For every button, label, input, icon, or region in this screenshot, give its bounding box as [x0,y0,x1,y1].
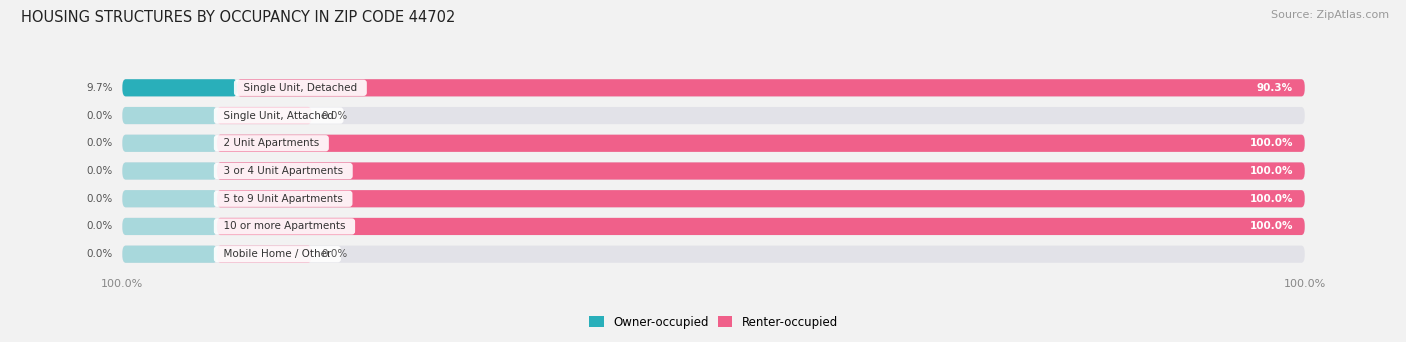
Text: Mobile Home / Other: Mobile Home / Other [217,249,337,259]
Legend: Owner-occupied, Renter-occupied: Owner-occupied, Renter-occupied [585,311,842,333]
Text: 90.3%: 90.3% [1257,83,1294,93]
FancyBboxPatch shape [122,218,1305,235]
FancyBboxPatch shape [217,190,1305,207]
FancyBboxPatch shape [122,107,1305,124]
FancyBboxPatch shape [217,162,1305,180]
Text: 3 or 4 Unit Apartments: 3 or 4 Unit Apartments [217,166,350,176]
FancyBboxPatch shape [122,218,217,235]
Text: 9.7%: 9.7% [86,83,112,93]
Text: 0.0%: 0.0% [87,166,112,176]
Text: 100.0%: 100.0% [1250,138,1294,148]
FancyBboxPatch shape [122,79,1305,96]
FancyBboxPatch shape [122,107,217,124]
Text: 100.0%: 100.0% [1250,222,1294,232]
FancyBboxPatch shape [217,135,1305,152]
FancyBboxPatch shape [122,190,217,207]
Text: HOUSING STRUCTURES BY OCCUPANCY IN ZIP CODE 44702: HOUSING STRUCTURES BY OCCUPANCY IN ZIP C… [21,10,456,25]
FancyBboxPatch shape [217,107,312,124]
Text: 0.0%: 0.0% [87,222,112,232]
Text: 0.0%: 0.0% [87,110,112,120]
Text: 100.0%: 100.0% [1250,166,1294,176]
FancyBboxPatch shape [122,246,217,263]
FancyBboxPatch shape [122,135,217,152]
Text: Single Unit, Detached: Single Unit, Detached [238,83,364,93]
FancyBboxPatch shape [122,246,1305,263]
FancyBboxPatch shape [217,246,312,263]
Text: 0.0%: 0.0% [87,194,112,204]
Text: 5 to 9 Unit Apartments: 5 to 9 Unit Apartments [217,194,349,204]
Text: 0.0%: 0.0% [321,110,347,120]
Text: Source: ZipAtlas.com: Source: ZipAtlas.com [1271,10,1389,20]
FancyBboxPatch shape [122,162,217,180]
FancyBboxPatch shape [122,135,1305,152]
Text: 2 Unit Apartments: 2 Unit Apartments [217,138,326,148]
FancyBboxPatch shape [238,79,1305,96]
Text: 0.0%: 0.0% [321,249,347,259]
Text: 0.0%: 0.0% [87,138,112,148]
Text: 10 or more Apartments: 10 or more Apartments [217,222,352,232]
FancyBboxPatch shape [122,79,238,96]
FancyBboxPatch shape [122,190,1305,207]
Text: 100.0%: 100.0% [1250,194,1294,204]
Text: 0.0%: 0.0% [87,249,112,259]
Text: Single Unit, Attached: Single Unit, Attached [217,110,340,120]
FancyBboxPatch shape [217,218,1305,235]
FancyBboxPatch shape [122,162,1305,180]
